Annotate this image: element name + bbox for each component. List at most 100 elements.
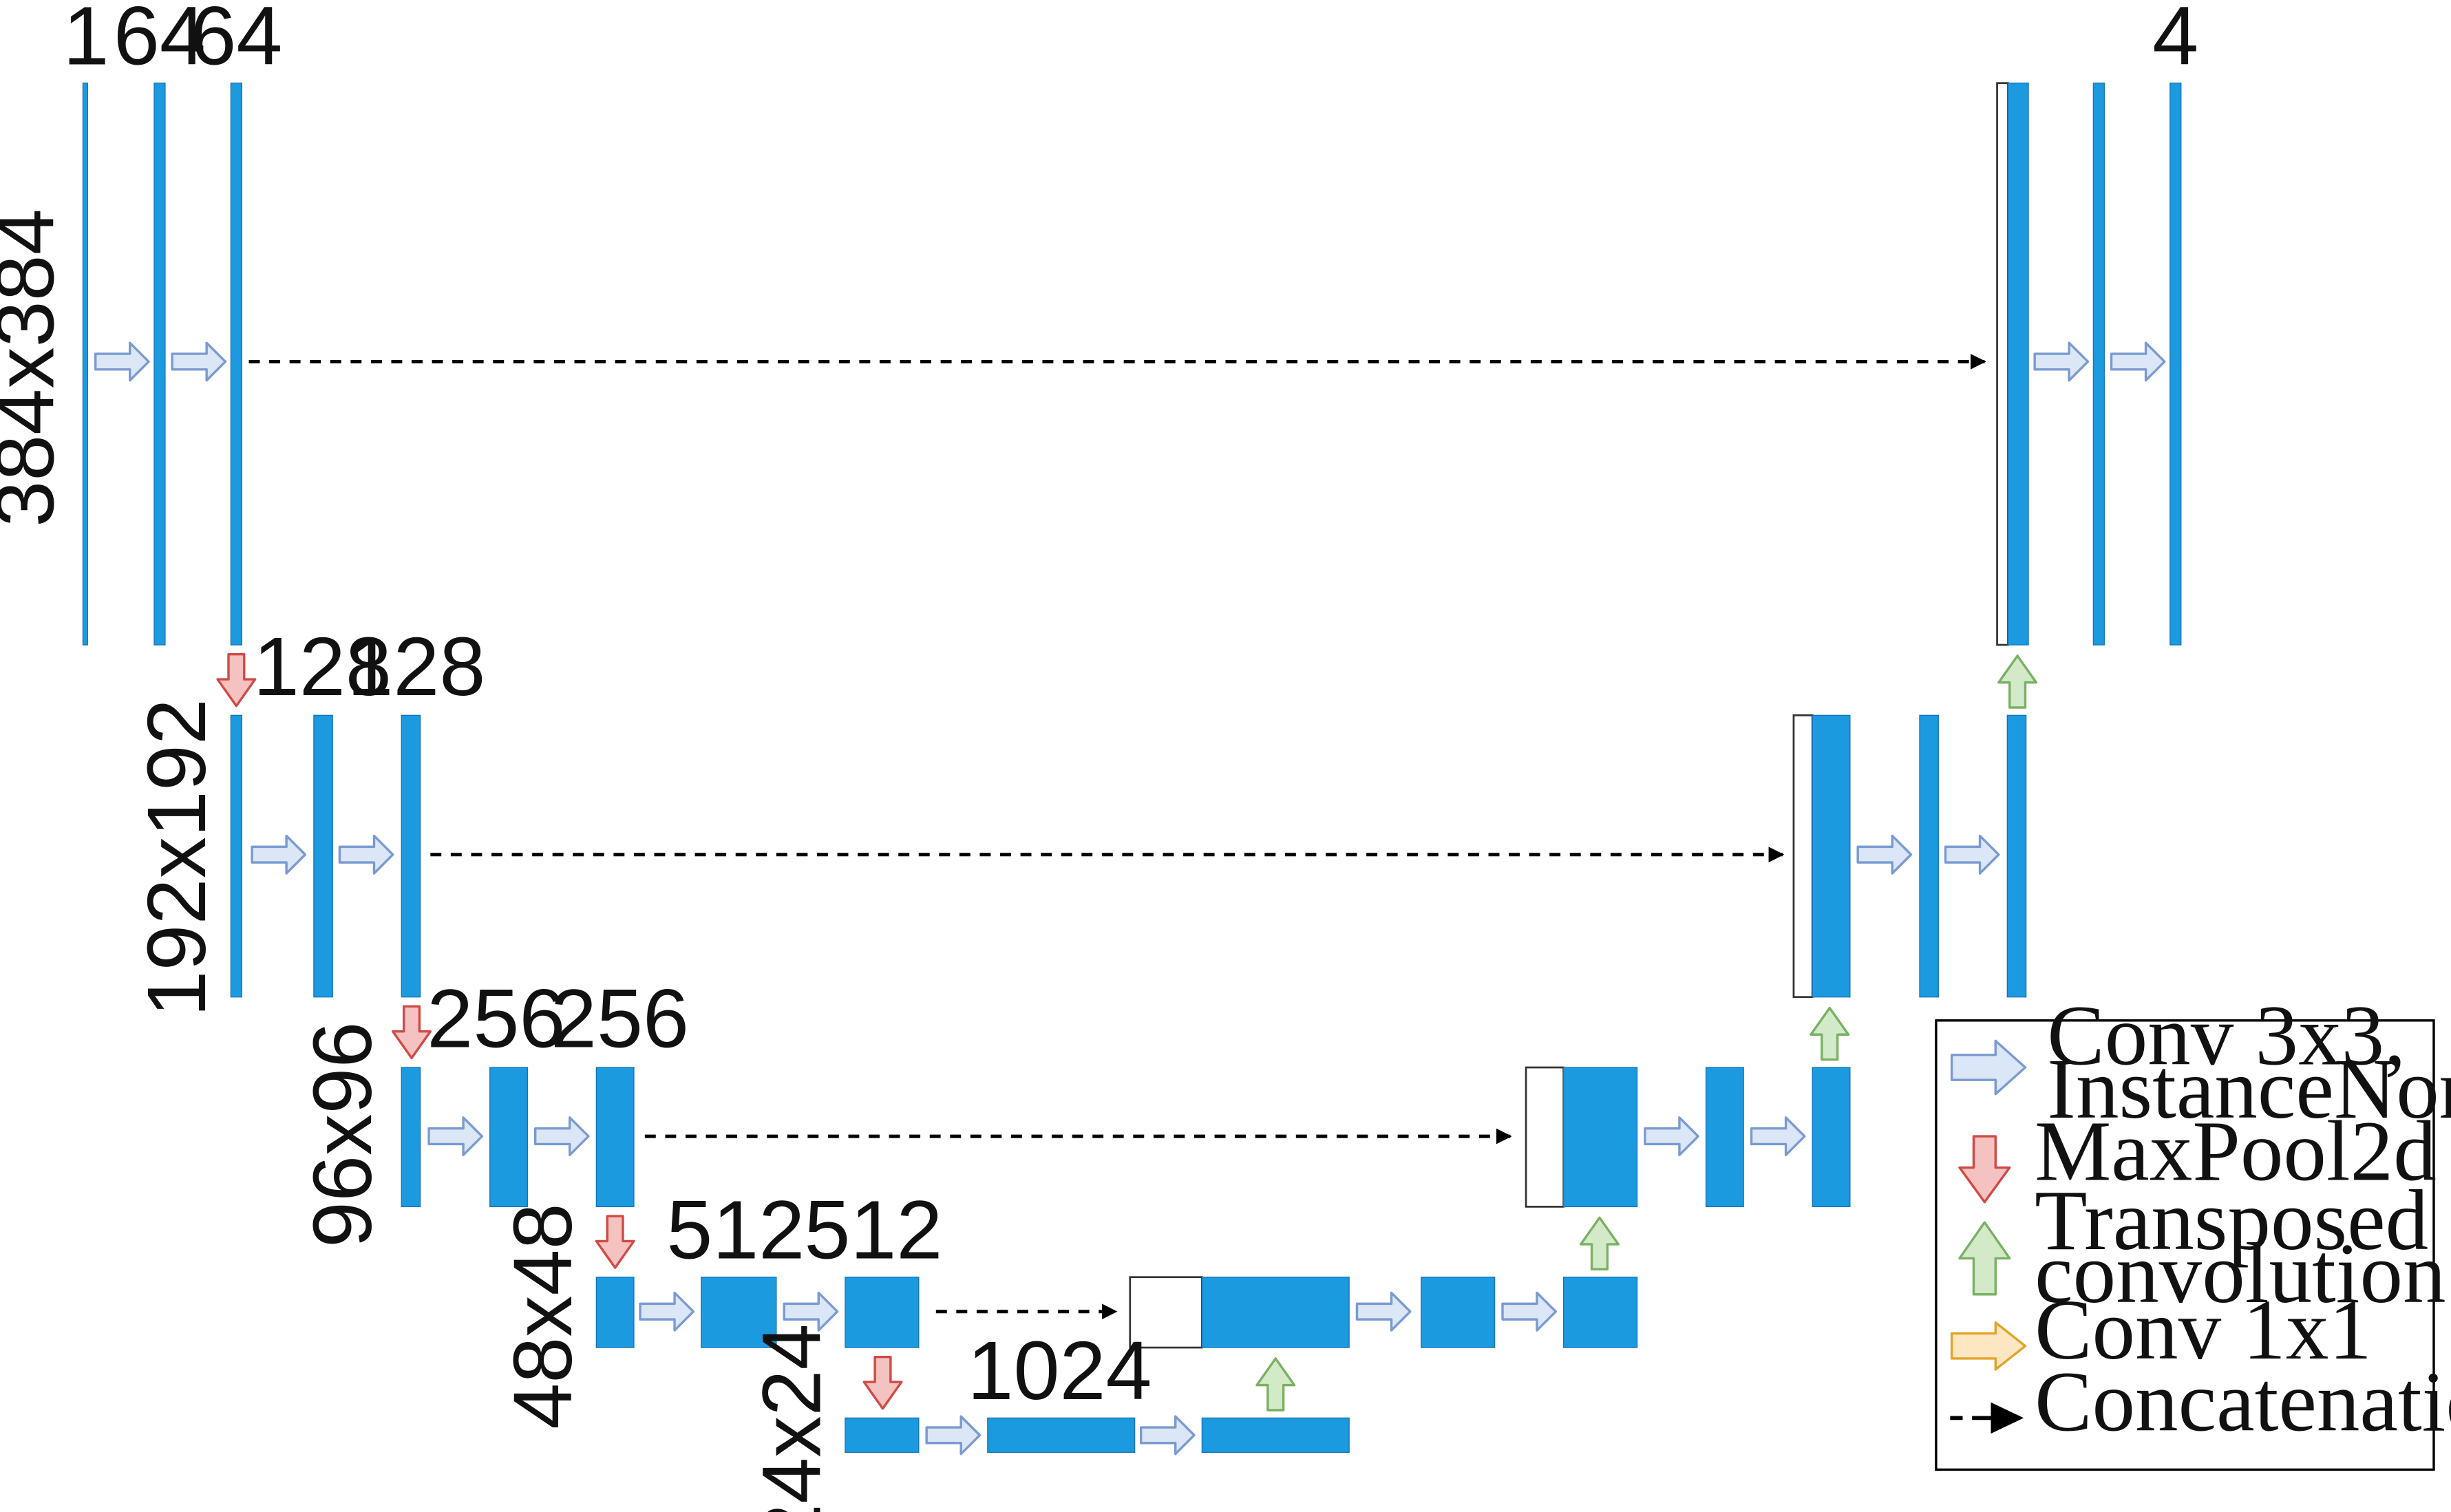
conv3x3-arrow-icon (639, 1291, 695, 1332)
conv3x3-arrow-icon (783, 1291, 839, 1332)
conv3x3-arrow-icon (427, 1116, 484, 1157)
resolution-label: 384x384 (0, 209, 71, 526)
level-4-feature-maps (595, 1276, 1638, 1349)
upconv-arrows (1255, 654, 2038, 1412)
conv3x3-arrow-icon (1856, 834, 1913, 875)
conv3x3-arrow-icon (338, 834, 394, 875)
feature-map-enc1-a (153, 83, 166, 646)
legend-conv3x3-arrow-icon (1950, 1039, 2027, 1096)
feature-map-enc4-a (701, 1277, 777, 1348)
legend-maxpool-label: MaxPool2d (2035, 1105, 2437, 1200)
feature-map-dec3-a (1705, 1067, 1744, 1208)
legend-conv1x1-label: Conv 1x1 (2035, 1283, 2372, 1378)
maxpool-arrow-icon (392, 1005, 432, 1060)
channel-label: 512 (804, 1183, 942, 1276)
feature-map-enc2-in (230, 714, 243, 998)
level-2-feature-maps (230, 714, 2027, 999)
channel-label: 1024 (967, 1324, 1152, 1417)
legend-conv3x3-label-line2: InstanceNorm, ReLU (2047, 1042, 2451, 1137)
legend-upconv-arrow-icon (1958, 1221, 2011, 1296)
feature-map-dec4-a (1421, 1277, 1496, 1348)
channel-label: 64 (190, 0, 282, 82)
feature-map-dec3-concat (1562, 1067, 1638, 1208)
legend-conv1x1-arrow-icon (1950, 1321, 2027, 1371)
skip-copy-level-1 (1996, 82, 2009, 646)
feature-map-dec1-a (2092, 83, 2105, 646)
skip-copy-level-4 (1129, 1276, 1203, 1349)
upconv-arrow-icon (1255, 1357, 1296, 1412)
conv3x3-arrow-icon (2110, 341, 2166, 382)
resolution-label: 48x48 (496, 1203, 589, 1429)
legend: Conv 3x3, InstanceNorm, ReLU MaxPool2d T… (1935, 988, 2451, 1471)
legend-concat-arrowhead-icon (1991, 1402, 2024, 1434)
feature-map-dec1-concat (2007, 83, 2029, 646)
feature-map-dec2-concat (1812, 714, 1851, 998)
feature-map-enc3-in (401, 1067, 421, 1208)
conv3x3-arrow-icon (1750, 1116, 1806, 1157)
channel-label: 1 (63, 0, 109, 82)
feature-map-bottleneck-in (845, 1417, 920, 1454)
level-3-feature-maps (401, 1066, 1851, 1208)
feature-map-dec4-b (1562, 1277, 1638, 1348)
legend-conv3x3-label-line1: Conv 3x3, (2047, 988, 2406, 1083)
feature-map-enc3-a (489, 1067, 529, 1208)
channel-label: 4 (2152, 0, 2198, 82)
legend-maxpool-arrow-icon (1958, 1135, 2011, 1204)
level-5-feature-maps (845, 1417, 1350, 1454)
feature-map-enc2-b (401, 714, 421, 998)
feature-map-bottleneck-b (1201, 1417, 1350, 1454)
upconv-arrow-icon (1810, 1006, 1850, 1061)
feature-map-enc1-b (230, 83, 243, 646)
channel-label: 512 (666, 1183, 805, 1276)
channel-label: 128 (347, 620, 485, 713)
feature-map-dec3-b (1812, 1067, 1851, 1208)
conv3x3-arrow-icon (533, 1116, 590, 1157)
feature-map-dec2-a (1919, 714, 1939, 998)
conv3x3-arrow-icon (2033, 341, 2090, 382)
conv3x3-arrow-icon (251, 834, 307, 875)
legend-concat-label: Concatenation (2035, 1355, 2451, 1450)
legend-box (1935, 1019, 2435, 1471)
legend-upconv-label-line2: convolution (2035, 1226, 2445, 1321)
upconv-arrow-icon (1579, 1216, 1620, 1271)
feature-map-output-4ch (2169, 83, 2182, 646)
feature-map-enc4-b (845, 1277, 920, 1348)
legend-upconv-label-line1: Transposed (2035, 1173, 2428, 1268)
maxpool-arrow-icon (216, 652, 257, 707)
conv3x3-arrow-icon (1355, 1291, 1412, 1332)
conv3x3-arrow-icon (171, 341, 227, 382)
feature-map-dec2-b (2006, 714, 2027, 998)
resolution-label: 24x24 (745, 1324, 838, 1512)
feature-map-input-1ch (82, 83, 89, 646)
conv3x3-arrow-icon (94, 341, 150, 382)
resolution-labels: 384x384 192x192 96x96 48x48 24x24 (0, 209, 838, 1512)
maxpool-arrow-icon (595, 1215, 635, 1269)
conv3x3-arrow-icon (1644, 1116, 1699, 1157)
maxpool-arrows (216, 652, 903, 1410)
resolution-label: 96x96 (296, 1022, 389, 1248)
channel-labels: 1 64 64 4 128 128 256 256 512 512 1024 (63, 0, 2199, 1417)
conv3x3-arrows (94, 341, 2166, 1456)
conv3x3-arrow-icon (1501, 1291, 1558, 1332)
feature-map-enc2-a (313, 714, 333, 998)
conv3x3-arrow-icon (925, 1415, 982, 1456)
skip-connections (248, 354, 1986, 1320)
channel-label: 256 (551, 972, 689, 1065)
upconv-arrow-icon (1997, 654, 2038, 709)
feature-map-enc3-b (595, 1067, 635, 1208)
feature-map-enc4-in (595, 1277, 635, 1348)
skip-copy-level-3 (1525, 1066, 1565, 1208)
channel-label: 64 (114, 0, 206, 82)
skip-copy-level-2 (1792, 714, 1814, 999)
level-1-feature-maps (82, 82, 2182, 646)
feature-map-dec4-concat (1201, 1277, 1350, 1348)
conv3x3-arrow-icon (1944, 834, 2000, 875)
maxpool-arrow-icon (862, 1355, 903, 1410)
conv3x3-arrow-icon (1140, 1415, 1196, 1456)
channel-label: 128 (253, 620, 392, 713)
feature-map-bottleneck-a (987, 1417, 1136, 1454)
resolution-label: 192x192 (130, 699, 223, 1016)
channel-label: 256 (427, 972, 565, 1065)
